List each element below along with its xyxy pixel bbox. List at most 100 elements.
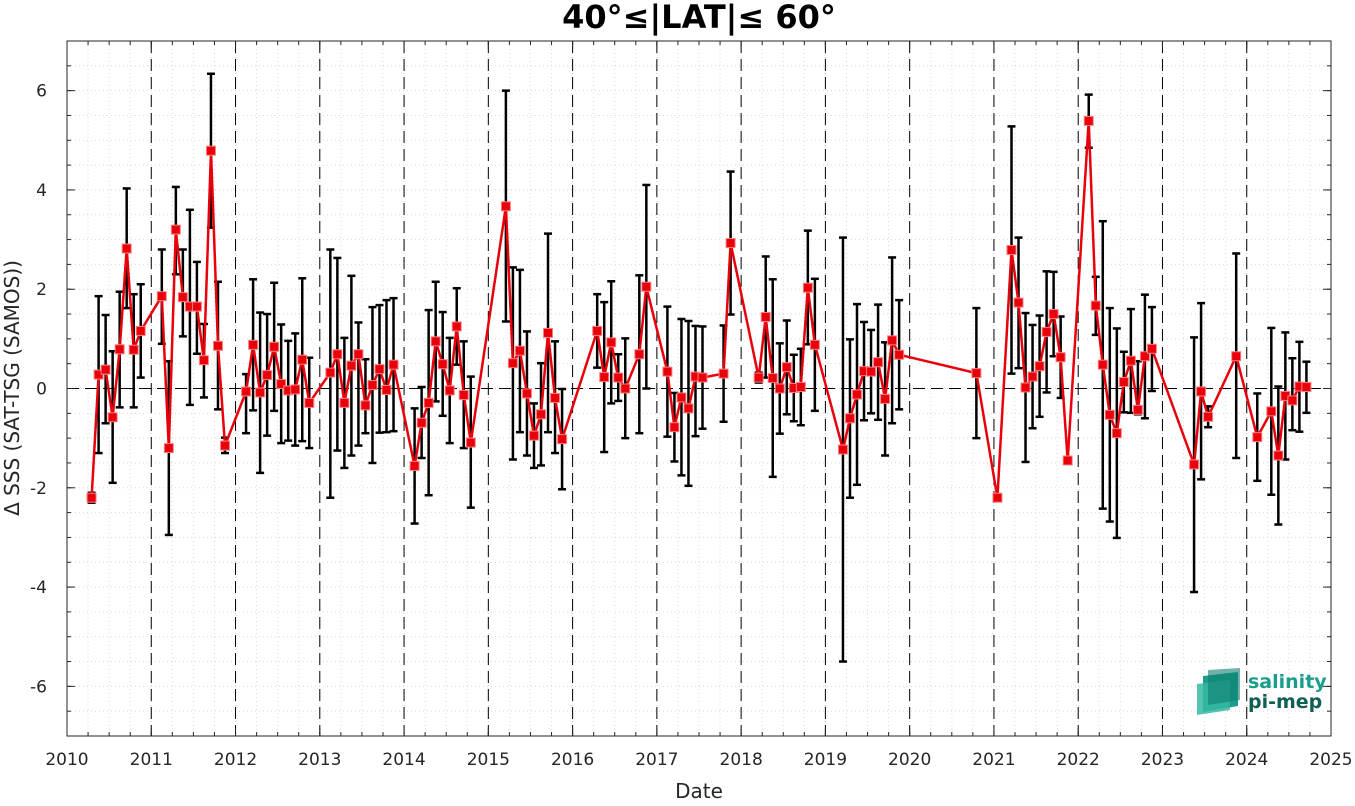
data-point-marker bbox=[676, 392, 687, 403]
data-point-marker bbox=[795, 382, 806, 393]
data-point-marker bbox=[297, 354, 308, 365]
data-point-marker bbox=[753, 372, 764, 383]
data-point-marker bbox=[191, 301, 202, 312]
data-point-marker bbox=[86, 492, 97, 503]
data-point-marker bbox=[1006, 244, 1017, 255]
y-tick-label: 4 bbox=[36, 181, 47, 201]
data-point-marker bbox=[837, 444, 848, 455]
data-point-marker bbox=[1273, 450, 1284, 461]
data-point-marker bbox=[1189, 459, 1200, 470]
data-point-marker bbox=[641, 281, 652, 292]
data-point-marker bbox=[388, 359, 399, 370]
data-point-marker bbox=[451, 321, 462, 332]
data-point-marker bbox=[781, 362, 792, 373]
data-point-marker bbox=[374, 364, 385, 375]
data-point-marker bbox=[852, 389, 862, 400]
x-tick-label: 2013 bbox=[298, 750, 341, 770]
logo-text-pimep: pi-mep bbox=[1248, 691, 1322, 713]
data-point-marker bbox=[1097, 359, 1108, 370]
y-axis-ticks: -6 -4 -2 0 2 4 6 bbox=[30, 40, 1331, 737]
data-point-marker bbox=[1139, 351, 1150, 362]
data-point-marker bbox=[353, 349, 364, 360]
data-point-marker bbox=[634, 349, 645, 360]
x-tick-label: 2021 bbox=[972, 750, 1015, 770]
data-point-marker bbox=[205, 145, 216, 156]
data-point-marker bbox=[1132, 404, 1143, 415]
x-tick-label: 2024 bbox=[1225, 750, 1268, 770]
data-point-marker bbox=[1090, 300, 1101, 311]
data-point-marker bbox=[255, 387, 266, 398]
data-point-marker bbox=[170, 224, 181, 235]
data-point-marker bbox=[767, 373, 778, 384]
data-point-marker bbox=[1055, 352, 1066, 363]
x-tick-label: 2023 bbox=[1141, 750, 1184, 770]
data-point-marker bbox=[683, 403, 694, 414]
data-point-marker bbox=[367, 380, 378, 391]
data-point-marker bbox=[887, 335, 898, 346]
data-point-marker bbox=[1013, 297, 1024, 308]
data-point-marker bbox=[128, 344, 139, 355]
data-point-marker bbox=[613, 372, 624, 383]
data-point-marker bbox=[304, 397, 315, 408]
data-point-marker bbox=[212, 340, 223, 351]
data-point-marker bbox=[458, 389, 469, 400]
y-tick-label: 6 bbox=[36, 82, 47, 102]
data-point-marker bbox=[1062, 455, 1073, 466]
data-point-marker bbox=[114, 344, 125, 355]
data-point-marker bbox=[1301, 382, 1312, 393]
x-tick-label: 2010 bbox=[45, 750, 88, 770]
data-point-marker bbox=[1104, 409, 1115, 420]
data-point-marker bbox=[1083, 115, 1094, 126]
data-point-marker bbox=[325, 367, 336, 378]
data-point-marker bbox=[971, 368, 982, 379]
x-tick-label: 2019 bbox=[804, 750, 847, 770]
data-point-marker bbox=[669, 422, 680, 433]
data-point-marker bbox=[1287, 395, 1298, 406]
data-point-marker bbox=[880, 393, 891, 404]
data-point-marker bbox=[276, 379, 287, 390]
x-tick-label: 2018 bbox=[720, 750, 763, 770]
data-point-marker bbox=[873, 357, 884, 368]
data-point-marker bbox=[528, 430, 539, 441]
data-point-marker bbox=[248, 339, 259, 350]
data-point-marker bbox=[220, 440, 230, 451]
data-point-marker bbox=[1041, 326, 1052, 337]
data-point-marker bbox=[177, 292, 188, 303]
data-point-marker bbox=[725, 238, 736, 249]
data-point-marker bbox=[543, 327, 554, 338]
data-point-marker bbox=[1125, 355, 1136, 366]
data-point-marker bbox=[514, 345, 525, 356]
data-point-marker bbox=[416, 417, 427, 428]
data-point-marker bbox=[802, 282, 813, 293]
data-point-marker bbox=[536, 409, 546, 420]
logo-text-salinity: salinity bbox=[1248, 671, 1327, 693]
y-tick-label: -6 bbox=[30, 677, 47, 697]
data-point-marker bbox=[620, 383, 631, 394]
x-axis-label: Date bbox=[675, 779, 723, 801]
x-tick-label: 2020 bbox=[888, 750, 931, 770]
data-point-marker bbox=[290, 384, 301, 395]
data-point-marker bbox=[121, 243, 132, 254]
data-point-marker bbox=[866, 366, 877, 377]
data-point-marker bbox=[163, 443, 174, 454]
data-point-marker bbox=[557, 434, 568, 445]
y-tick-label: 0 bbox=[36, 380, 47, 400]
data-point-marker bbox=[894, 349, 905, 360]
data-point-marker bbox=[269, 341, 280, 352]
x-tick-label: 2016 bbox=[551, 750, 594, 770]
data-point-marker bbox=[1231, 351, 1242, 362]
data-point-marker bbox=[697, 372, 708, 383]
data-point-marker bbox=[521, 388, 532, 399]
chart-title: 40°≤|LAT|≤ 60° bbox=[562, 0, 836, 37]
data-point-marker bbox=[809, 339, 820, 350]
data-point-marker bbox=[592, 325, 603, 336]
data-point-marker bbox=[241, 386, 252, 397]
data-point-marker bbox=[1266, 406, 1277, 417]
markers-layer bbox=[86, 115, 1312, 503]
data-point-marker bbox=[198, 355, 209, 366]
data-point-marker bbox=[507, 358, 518, 369]
data-point-marker bbox=[262, 370, 273, 381]
x-tick-label: 2025 bbox=[1309, 750, 1352, 770]
